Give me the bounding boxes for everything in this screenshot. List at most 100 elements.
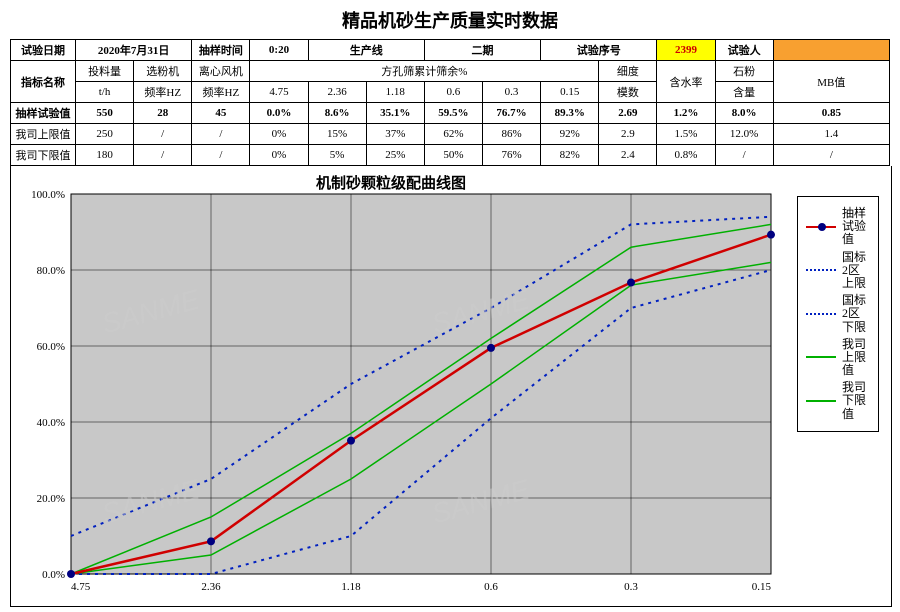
col-feed-unit: t/h <box>76 82 134 103</box>
col-sel: 选粉机 <box>134 61 192 82</box>
col-water: 含水率 <box>657 61 715 103</box>
cell: 25% <box>366 145 424 166</box>
svg-text:2.36: 2.36 <box>201 581 221 593</box>
col-fm2: 模数 <box>599 82 657 103</box>
cell: 59.5% <box>424 103 482 124</box>
header-table: 试验日期 2020年7月31日 抽样时间 0:20 生产线 二期 试验序号 23… <box>10 39 890 166</box>
sieve-5: 0.15 <box>541 82 599 103</box>
legend-label: 抽样试验值 <box>842 207 870 247</box>
cell: 0.85 <box>773 103 889 124</box>
svg-text:1.18: 1.18 <box>341 581 361 593</box>
cell: 28 <box>134 103 192 124</box>
svg-text:60.0%: 60.0% <box>37 341 65 353</box>
cell: 1.2% <box>657 103 715 124</box>
cell: 76% <box>482 145 540 166</box>
col-sieve-head: 方孔筛累计筛余% <box>250 61 599 82</box>
cell: 92% <box>541 124 599 145</box>
cell: 1.4 <box>773 124 889 145</box>
cell: / <box>773 145 889 166</box>
cell: 8.6% <box>308 103 366 124</box>
sieve-1: 2.36 <box>308 82 366 103</box>
cell: 2.4 <box>599 145 657 166</box>
cell: 250 <box>76 124 134 145</box>
cell: 2.69 <box>599 103 657 124</box>
cell: / <box>192 145 250 166</box>
tester-label: 试验人 <box>715 40 773 61</box>
col-name: 指标名称 <box>11 61 76 103</box>
cell: / <box>134 145 192 166</box>
legend-co-upper: 我司上限值 <box>806 338 870 378</box>
legend-label: 我司上限值 <box>842 338 870 378</box>
row-sample-label: 抽样试验值 <box>11 103 76 124</box>
cell: 0.8% <box>657 145 715 166</box>
col-sel-unit: 频率HZ <box>134 82 192 103</box>
svg-text:80.0%: 80.0% <box>37 265 65 277</box>
row-sample: 抽样试验值 550 28 45 0.0% 8.6% 35.1% 59.5% 76… <box>11 103 890 124</box>
col-powder2: 含量 <box>715 82 773 103</box>
cell: 0.0% <box>250 103 308 124</box>
sieve-0: 4.75 <box>250 82 308 103</box>
cell: 82% <box>541 145 599 166</box>
legend-label: 国标2区下限 <box>842 294 870 334</box>
row-lower: 我司下限值 180 / / 0% 5% 25% 50% 76% 82% 2.4 … <box>11 145 890 166</box>
chart-legend: 抽样试验值 国标2区上限 国标2区下限 我司上限值 我司下限值 <box>797 196 879 432</box>
sieve-3: 0.6 <box>424 82 482 103</box>
cell: 5% <box>308 145 366 166</box>
col-powder: 石粉 <box>715 61 773 82</box>
svg-text:4.75: 4.75 <box>71 581 91 593</box>
col-fan-unit: 频率HZ <box>192 82 250 103</box>
row-lower-label: 我司下限值 <box>11 145 76 166</box>
cell: 45 <box>192 103 250 124</box>
legend-sample: 抽样试验值 <box>806 207 870 247</box>
tester-value <box>773 40 889 61</box>
sieve-2: 1.18 <box>366 82 424 103</box>
cell: 76.7% <box>482 103 540 124</box>
svg-text:40.0%: 40.0% <box>37 417 65 429</box>
col-fan: 离心风机 <box>192 61 250 82</box>
cell: 62% <box>424 124 482 145</box>
row-upper: 我司上限值 250 / / 0% 15% 37% 62% 86% 92% 2.9… <box>11 124 890 145</box>
cell: 15% <box>308 124 366 145</box>
cell: 1.5% <box>657 124 715 145</box>
cell: 0% <box>250 124 308 145</box>
svg-text:0.0%: 0.0% <box>42 569 65 581</box>
line-label: 生产线 <box>308 40 424 61</box>
line-value: 二期 <box>424 40 540 61</box>
chart-svg: 0.0%20.0%40.0%60.0%80.0%100.0%4.752.361.… <box>11 166 889 606</box>
legend-label: 我司下限值 <box>842 381 870 421</box>
cell: 8.0% <box>715 103 773 124</box>
date-label: 试验日期 <box>11 40 76 61</box>
legend-gb-upper: 国标2区上限 <box>806 251 870 291</box>
sieve-4: 0.3 <box>482 82 540 103</box>
legend-label: 国标2区上限 <box>842 251 870 291</box>
cell: / <box>134 124 192 145</box>
cell: / <box>192 124 250 145</box>
cell: 50% <box>424 145 482 166</box>
cell: 12.0% <box>715 124 773 145</box>
row-upper-label: 我司上限值 <box>11 124 76 145</box>
svg-text:0.6: 0.6 <box>484 581 498 593</box>
cell: 180 <box>76 145 134 166</box>
time-value: 0:20 <box>250 40 308 61</box>
seq-label: 试验序号 <box>541 40 657 61</box>
svg-text:0.3: 0.3 <box>624 581 638 593</box>
legend-gb-lower: 国标2区下限 <box>806 294 870 334</box>
cell: / <box>715 145 773 166</box>
chart-container: 机制砂颗粒级配曲线图 0.0%20.0%40.0%60.0%80.0%100.0… <box>10 166 892 607</box>
chart-title: 机制砂颗粒级配曲线图 <box>11 172 771 193</box>
col-fm: 细度 <box>599 61 657 82</box>
svg-text:0.15: 0.15 <box>752 581 772 593</box>
svg-text:20.0%: 20.0% <box>37 493 65 505</box>
col-feed: 投料量 <box>76 61 134 82</box>
page-title: 精品机砂生产质量实时数据 <box>10 7 890 33</box>
cell: 550 <box>76 103 134 124</box>
date-value: 2020年7月31日 <box>76 40 192 61</box>
cell: 35.1% <box>366 103 424 124</box>
time-label: 抽样时间 <box>192 40 250 61</box>
seq-value: 2399 <box>657 40 715 61</box>
cell: 2.9 <box>599 124 657 145</box>
cell: 86% <box>482 124 540 145</box>
legend-co-lower: 我司下限值 <box>806 381 870 421</box>
col-mb: MB值 <box>773 61 889 103</box>
cell: 89.3% <box>541 103 599 124</box>
